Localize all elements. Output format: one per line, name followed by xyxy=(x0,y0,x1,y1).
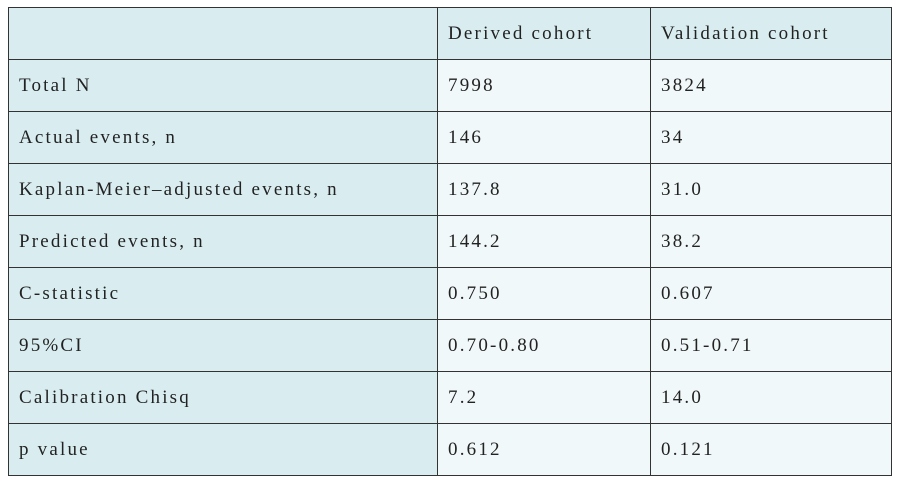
value-cell: 0.607 xyxy=(650,267,892,320)
value-cell: 14.0 xyxy=(650,371,892,424)
value-cell: 137.8 xyxy=(437,163,651,216)
table-row: Predicted events, n 144.2 38.2 xyxy=(8,215,892,268)
value-cell: 0.750 xyxy=(437,267,651,320)
value-cell: 38.2 xyxy=(650,215,892,268)
value-cell: 7998 xyxy=(437,59,651,112)
row-label: Kaplan-Meier–adjusted events, n xyxy=(8,163,438,216)
row-label: Predicted events, n xyxy=(8,215,438,268)
value-cell: 34 xyxy=(650,111,892,164)
table-body: Total N 7998 3824 Actual events, n 146 34 Kapl… xyxy=(8,59,892,476)
table-row: Kaplan-Meier–adjusted events, n 137.8 31.0 xyxy=(8,163,892,216)
value-cell: 0.612 xyxy=(437,423,651,476)
results-table: Derived cohort Validation cohort Total N… xyxy=(8,7,892,476)
value-cell: 7.2 xyxy=(437,371,651,424)
header-blank xyxy=(8,7,438,60)
table-row: Calibration Chisq 7.2 14.0 xyxy=(8,371,892,424)
table-header: Derived cohort Validation cohort xyxy=(8,7,892,60)
table-row: 95%CI 0.70-0.80 0.51-0.71 xyxy=(8,319,892,372)
table-row: C-statistic 0.750 0.607 xyxy=(8,267,892,320)
table-row: Total N 7998 3824 xyxy=(8,59,892,112)
header-cell: Derived cohort xyxy=(437,7,651,60)
value-cell: 3824 xyxy=(650,59,892,112)
value-cell: 0.70-0.80 xyxy=(437,319,651,372)
table-row: p value 0.612 0.121 xyxy=(8,423,892,476)
value-cell: 0.121 xyxy=(650,423,892,476)
row-label: Actual events, n xyxy=(8,111,438,164)
header-row: Derived cohort Validation cohort xyxy=(8,7,892,60)
table-row: Actual events, n 146 34 xyxy=(8,111,892,164)
value-cell: 31.0 xyxy=(650,163,892,216)
header-cell: Validation cohort xyxy=(650,7,892,60)
row-label: Total N xyxy=(8,59,438,112)
row-label: 95%CI xyxy=(8,319,438,372)
value-cell: 144.2 xyxy=(437,215,651,268)
row-label: C-statistic xyxy=(8,267,438,320)
row-label: Calibration Chisq xyxy=(8,371,438,424)
value-cell: 146 xyxy=(437,111,651,164)
value-cell: 0.51-0.71 xyxy=(650,319,892,372)
row-label: p value xyxy=(8,423,438,476)
